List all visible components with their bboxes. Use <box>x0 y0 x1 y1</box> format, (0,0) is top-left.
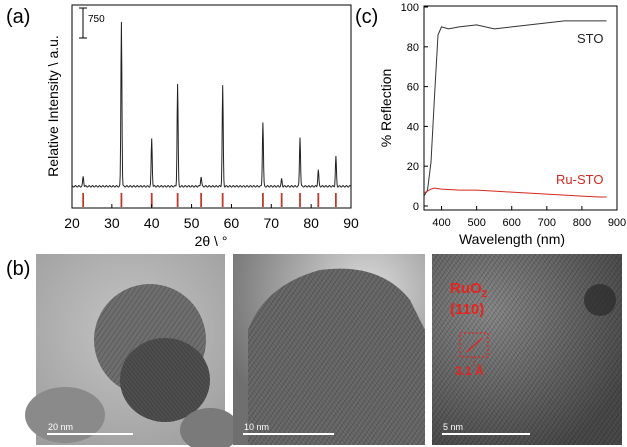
reflectance-chart: 400 500 600 700 800 900 0 20 40 60 80 100 STO Ru-ST… <box>378 2 626 247</box>
legend-sto: STO <box>577 31 604 46</box>
reflectance-y-axis-label: % Reflection <box>378 69 394 148</box>
refl-y-tick-label-60: 60 <box>407 82 419 94</box>
xrd-tick-label-40: 40 <box>144 215 160 231</box>
scale-bar-label: 750 <box>88 14 105 25</box>
xrd-tick-label-80: 80 <box>303 215 319 231</box>
panel-label-a: (a) <box>6 6 31 28</box>
refl-x-tick-label-700: 700 <box>538 217 556 229</box>
refl-y-tick-label-100: 100 <box>401 2 419 14</box>
refl-x-tick-label-600: 600 <box>503 217 521 229</box>
scale-label-middle: 10 nm <box>244 422 270 432</box>
xrd-pattern-line <box>71 21 352 188</box>
refl-x-tick-label-900: 900 <box>608 217 626 229</box>
xrd-tick-label-90: 90 <box>343 215 359 231</box>
xrd-chart: 20 30 40 50 60 70 80 90 750 2θ \ ° Relative Int… <box>45 4 359 249</box>
xrd-tick-label-30: 30 <box>104 215 120 231</box>
scale-bar-middle <box>243 433 334 435</box>
panel-label-b: (b) <box>6 258 31 280</box>
refl-y-tick-label-80: 80 <box>407 42 419 54</box>
refl-y-tick-label-0: 0 <box>413 201 419 213</box>
ruo2-plane-label: (110) <box>450 301 485 318</box>
refl-x-tick-label-400: 400 <box>432 217 450 229</box>
ruo2-label: RuO2 <box>450 280 488 300</box>
tem-image-middle <box>233 254 425 445</box>
legend-ru-sto: Ru-STO <box>556 172 603 187</box>
xrd-x-ticks: 20 30 40 50 60 70 80 90 <box>64 204 359 231</box>
reflectance-ticks: 400 500 600 700 800 900 0 20 40 60 80 100 <box>401 2 627 229</box>
tem-image-right <box>432 254 622 445</box>
scale-bar-left <box>47 433 133 435</box>
xrd-reference-lines <box>82 193 337 207</box>
refl-y-tick-label-40: 40 <box>407 121 419 133</box>
series-sto-line <box>423 20 607 197</box>
series-ru-sto-line <box>423 187 607 198</box>
tem-image-left <box>25 254 240 447</box>
refl-x-tick-label-800: 800 <box>573 217 591 229</box>
lattice-spacing-label: 3.1 Å <box>455 364 484 378</box>
refl-x-tick-label-500: 500 <box>467 217 485 229</box>
scale-bar-right <box>442 433 530 435</box>
reflectance-plot-frame <box>423 5 618 211</box>
xrd-x-axis-label: 2θ \ ° <box>195 233 228 249</box>
xrd-tick-label-50: 50 <box>184 215 200 231</box>
scale-label-left: 20 nm <box>48 422 74 432</box>
scale-label-right: 5 nm <box>443 422 464 432</box>
xrd-y-axis-label: Relative Intensity \ a.u. <box>45 35 61 177</box>
xrd-tick-label-60: 60 <box>224 215 240 231</box>
panel-label-c: (c) <box>355 6 379 28</box>
xrd-tick-label-70: 70 <box>263 215 279 231</box>
lattice-spacing-marker <box>466 337 483 353</box>
refl-y-tick-label-20: 20 <box>407 161 419 173</box>
reflectance-x-axis-label: Wavelength (nm) <box>459 231 565 247</box>
xrd-plot-frame <box>71 4 352 209</box>
xrd-tick-label-20: 20 <box>64 215 80 231</box>
